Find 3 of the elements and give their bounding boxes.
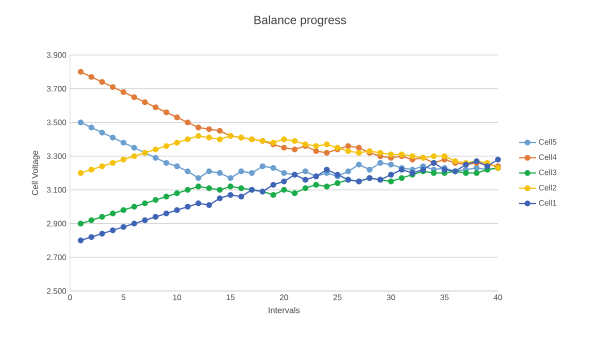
- x-axis-title: Intervals: [268, 307, 300, 314]
- chart-title: Balance progress: [254, 15, 346, 27]
- y-axis-title: Cell Voltage: [32, 150, 40, 196]
